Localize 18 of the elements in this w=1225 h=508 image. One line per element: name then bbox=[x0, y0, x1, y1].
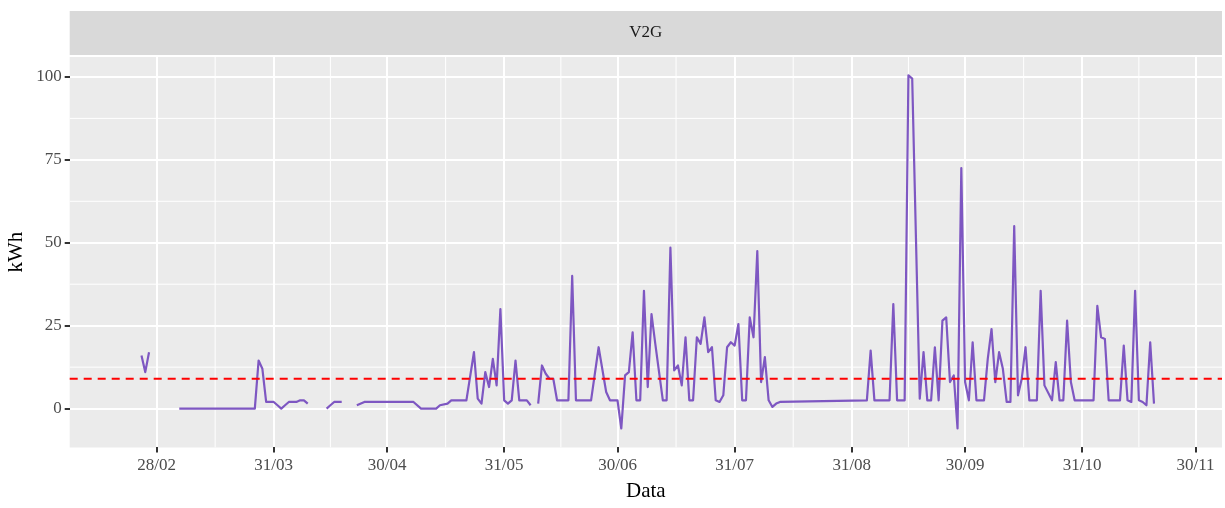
x-tick-label: 30/06 bbox=[598, 455, 637, 475]
x-tick-label: 30/04 bbox=[367, 455, 407, 475]
y-axis-title: kWh bbox=[3, 231, 28, 273]
y-tick-label: 100 bbox=[36, 66, 62, 86]
x-tick-label: 30/11 bbox=[1176, 455, 1215, 475]
x-tick-label: 28/02 bbox=[137, 455, 176, 475]
y-tick-label: 0 bbox=[53, 398, 62, 418]
chart-title: V2G bbox=[629, 22, 663, 42]
x-axis-title: Data bbox=[626, 477, 667, 502]
x-tick-label: 30/09 bbox=[945, 455, 985, 475]
x-tick-label: 31/08 bbox=[832, 455, 872, 475]
y-tick-label: 75 bbox=[44, 149, 62, 169]
y-tick-label: 50 bbox=[44, 232, 62, 252]
x-tick-label: 31/05 bbox=[484, 455, 524, 475]
y-tick-label: 25 bbox=[44, 315, 62, 335]
x-tick-label: 31/07 bbox=[715, 455, 755, 475]
x-tick-label: 31/10 bbox=[1062, 455, 1102, 475]
x-tick-label: 31/03 bbox=[254, 455, 294, 475]
